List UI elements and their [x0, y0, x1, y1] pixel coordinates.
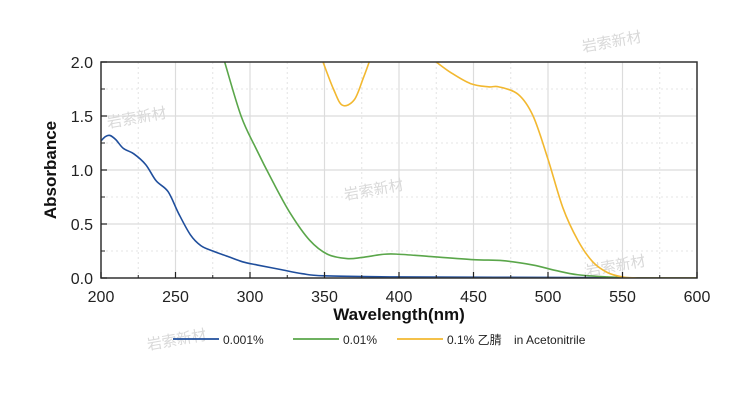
series-line-2 [435, 62, 697, 278]
y-axis-title: Absorbance [41, 121, 60, 219]
series-layer [101, 62, 697, 278]
x-tick-label: 600 [684, 289, 711, 306]
series-line-2 [322, 62, 370, 107]
series-line-1 [223, 62, 697, 278]
watermark-text: 岩索新材 [581, 28, 643, 56]
x-tick-label: 550 [609, 289, 636, 306]
x-tick-label: 500 [535, 289, 562, 306]
legend-label-0: 0.001% [223, 333, 264, 347]
y-tick-label: 0.5 [71, 217, 93, 234]
grid-lines [100, 61, 698, 279]
legend-label-2: 0.1% 乙腈 [447, 333, 502, 347]
legend: 0.001% 0.01% 0.1% 乙腈 in Acetonitrile [173, 333, 586, 347]
y-tick-label: 1.5 [71, 109, 93, 126]
x-tick-label: 200 [88, 289, 115, 306]
y-tick-label: 0.0 [71, 271, 93, 288]
x-tick-label: 250 [162, 289, 189, 306]
y-tick-label: 1.0 [71, 163, 93, 180]
x-axis-title: Wavelength(nm) [333, 305, 465, 324]
y-tick-label: 2.0 [71, 55, 93, 72]
x-tick-label: 450 [460, 289, 487, 306]
x-tick-label: 300 [237, 289, 264, 306]
legend-suffix: in Acetonitrile [514, 333, 586, 347]
watermark-text: 岩索新材 [106, 104, 168, 132]
series-line-0 [101, 134, 697, 278]
x-axis-ticks: 200 250 300 350 400 450 500 550 600 [88, 272, 711, 306]
x-tick-label: 350 [311, 289, 338, 306]
x-tick-label: 400 [386, 289, 413, 306]
y-axis-ticks: 0.0 0.5 1.0 1.5 2.0 [71, 55, 107, 288]
watermark-text: 岩索新材 [343, 176, 405, 204]
legend-label-1: 0.01% [343, 333, 377, 347]
